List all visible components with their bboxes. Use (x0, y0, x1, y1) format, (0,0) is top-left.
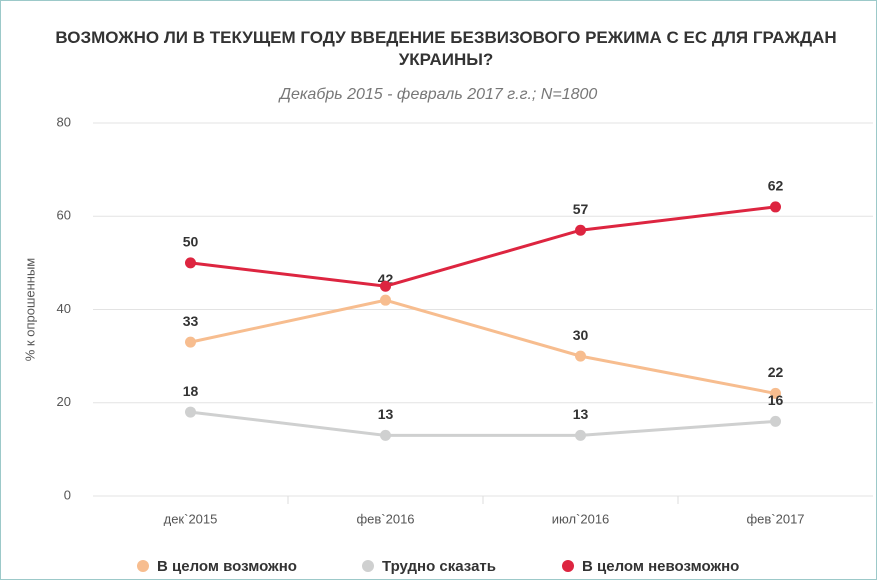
data-label: 22 (768, 364, 784, 380)
data-label: 30 (573, 327, 589, 343)
data-label: 13 (573, 406, 589, 422)
y-tick-label: 80 (57, 114, 71, 129)
chart-title: ВОЗМОЖНО ЛИ В ТЕКУЩЕМ ГОДУ ВВЕДЕНИЕ БЕЗВ… (55, 28, 837, 69)
legend-marker (137, 560, 149, 572)
y-axis-label: % к опрошенным (22, 258, 37, 362)
data-point (575, 350, 586, 362)
data-point (575, 224, 586, 236)
data-point (185, 406, 196, 418)
y-tick-label: 40 (57, 301, 71, 316)
x-tick-label: фев`2016 (356, 511, 414, 526)
x-tick-label: июл`2016 (552, 511, 610, 526)
y-tick-label: 0 (64, 487, 71, 502)
legend-marker (362, 560, 374, 572)
data-point (770, 201, 781, 213)
data-point (185, 336, 196, 348)
data-label: 50 (183, 234, 199, 250)
data-label: 57 (573, 201, 589, 217)
legend-label: Трудно сказать (382, 558, 496, 575)
data-point (770, 387, 781, 399)
legend-label: В целом возможно (157, 558, 297, 575)
chart-subtitle: Декабрь 2015 - февраль 2017 г.г.; N=1800 (279, 86, 598, 103)
legend-marker (562, 560, 574, 572)
y-tick-label: 60 (57, 208, 71, 223)
data-point (380, 429, 391, 441)
data-point (770, 415, 781, 427)
data-label: 16 (768, 392, 784, 408)
series-line (190, 410, 776, 437)
x-tick-label: дек`2015 (164, 511, 218, 526)
y-tick-label: 20 (57, 394, 71, 409)
data-point (575, 429, 586, 441)
data-label: 62 (768, 178, 784, 194)
data-point (380, 294, 391, 306)
data-point (185, 257, 196, 269)
data-label: 18 (183, 383, 199, 399)
data-label: 33 (183, 313, 199, 329)
legend-label: В целом невозможно (582, 558, 739, 575)
series-line (190, 298, 776, 395)
x-tick-label: фев`2017 (746, 511, 804, 526)
data-point (380, 280, 391, 292)
series-line (190, 205, 776, 288)
data-label: 13 (378, 406, 394, 422)
